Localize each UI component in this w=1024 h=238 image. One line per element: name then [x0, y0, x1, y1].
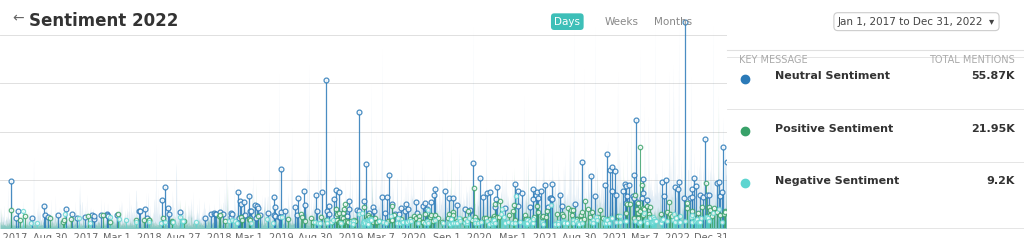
Text: Jan 1, 2017 to Dec 31, 2022  ▾: Jan 1, 2017 to Dec 31, 2022 ▾ [838, 17, 995, 27]
Text: 21.95K: 21.95K [972, 124, 1015, 134]
Text: 55.87K: 55.87K [972, 71, 1015, 81]
Text: 9.2K: 9.2K [987, 176, 1015, 186]
Text: Positive Sentiment: Positive Sentiment [774, 124, 893, 134]
Text: KEY MESSAGE: KEY MESSAGE [739, 55, 808, 65]
Text: Negative Sentiment: Negative Sentiment [774, 176, 899, 186]
Text: ←: ← [12, 12, 24, 26]
Text: Days: Days [554, 17, 581, 27]
Text: Weeks: Weeks [604, 17, 639, 27]
Text: Sentiment 2022: Sentiment 2022 [29, 12, 178, 30]
Text: Neutral Sentiment: Neutral Sentiment [774, 71, 890, 81]
Text: TOTAL MENTIONS: TOTAL MENTIONS [930, 55, 1015, 65]
Text: Months: Months [653, 17, 692, 27]
